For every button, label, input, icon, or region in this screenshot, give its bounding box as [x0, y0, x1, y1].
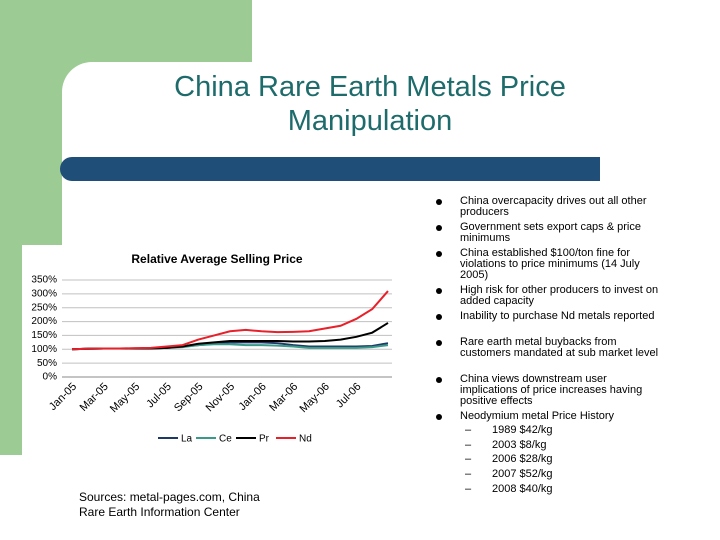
sources: Sources: metal-pages.com, China Rare Ear…: [79, 490, 260, 519]
bullet-dot: [436, 377, 442, 383]
chart-title: Relative Average Selling Price: [131, 252, 303, 266]
bullet-dot: [436, 340, 442, 346]
y-tick-label: 300%: [31, 288, 57, 299]
bullet-text: Neodymium metal Price History: [460, 410, 615, 422]
slide-title: China Rare Earth Metals Price Manipulati…: [174, 71, 566, 137]
bullet-text: China overcapacity drives out all other …: [460, 195, 647, 218]
sub-bullet-text: 2006 $28/kg: [492, 453, 553, 466]
bullet-dot: [436, 314, 442, 320]
bullet: Inability to purchase Nd metals reported: [436, 310, 665, 322]
legend-label: La: [181, 434, 193, 445]
bullet-text: High risk for other producers to invest …: [460, 284, 659, 307]
dash: –: [465, 453, 472, 466]
bullet: Rare earth metal buybacks from customers…: [436, 336, 665, 359]
sub-bullet: – 2003 $8/kg: [465, 438, 547, 451]
bullet-dot: [436, 288, 442, 294]
bullet-text: China views downstream user implications…: [460, 373, 643, 407]
bullet-text: Rare earth metal buybacks from customers…: [460, 336, 659, 359]
sub-bullet-text: 2008 $40/kg: [492, 482, 553, 495]
dash: –: [465, 482, 472, 495]
y-tick-label: 100%: [31, 344, 57, 355]
bullet: China established $100/ton fine for viol…: [436, 247, 665, 281]
bullet-dot: [436, 414, 442, 420]
dash: –: [465, 424, 472, 436]
title-bar: [60, 157, 600, 181]
bullet-dot: [436, 199, 442, 205]
y-tick-label: 200%: [31, 316, 57, 327]
sub-bullet: – 2008 $40/kg: [465, 482, 553, 495]
bullet-text: Inability to purchase Nd metals reported: [460, 310, 655, 322]
legend-label: Nd: [299, 434, 312, 445]
y-tick-label: 350%: [31, 275, 57, 286]
sub-bullet: – 2006 $28/kg: [465, 453, 553, 466]
y-tick-label: 50%: [37, 358, 57, 369]
bullet: China overcapacity drives out all other …: [436, 195, 665, 218]
bullet: Government sets export caps & price mini…: [436, 221, 665, 244]
bullet-dot: [436, 225, 442, 231]
sub-bullet-text: 2003 $8/kg: [492, 438, 547, 451]
sub-bullet-text: 2007 $52/kg: [492, 468, 553, 481]
y-tick-label: 0%: [43, 372, 58, 383]
bullet: High risk for other producers to invest …: [436, 284, 665, 307]
bullet-text: Government sets export caps & price mini…: [460, 221, 641, 244]
dash: –: [465, 438, 472, 451]
dash: –: [465, 468, 472, 481]
y-tick-label: 150%: [31, 330, 57, 341]
series-line: [71, 290, 389, 351]
sub-bullet: – 1989 $42/kg: [465, 424, 553, 436]
bullet-dot: [436, 251, 442, 257]
legend-label: Pr: [259, 434, 270, 445]
legend-label: Ce: [219, 434, 232, 445]
sub-bullet-text: 1989 $42/kg: [492, 424, 553, 436]
bullet: China views downstream user implications…: [436, 373, 665, 407]
y-tick-label: 250%: [31, 302, 57, 313]
sub-bullet: – 2007 $52/kg: [465, 468, 553, 481]
bullet: Neodymium metal Price History: [436, 410, 665, 422]
chart-bg: [22, 245, 430, 455]
bullet-text: China established $100/ton fine for viol…: [460, 247, 640, 281]
